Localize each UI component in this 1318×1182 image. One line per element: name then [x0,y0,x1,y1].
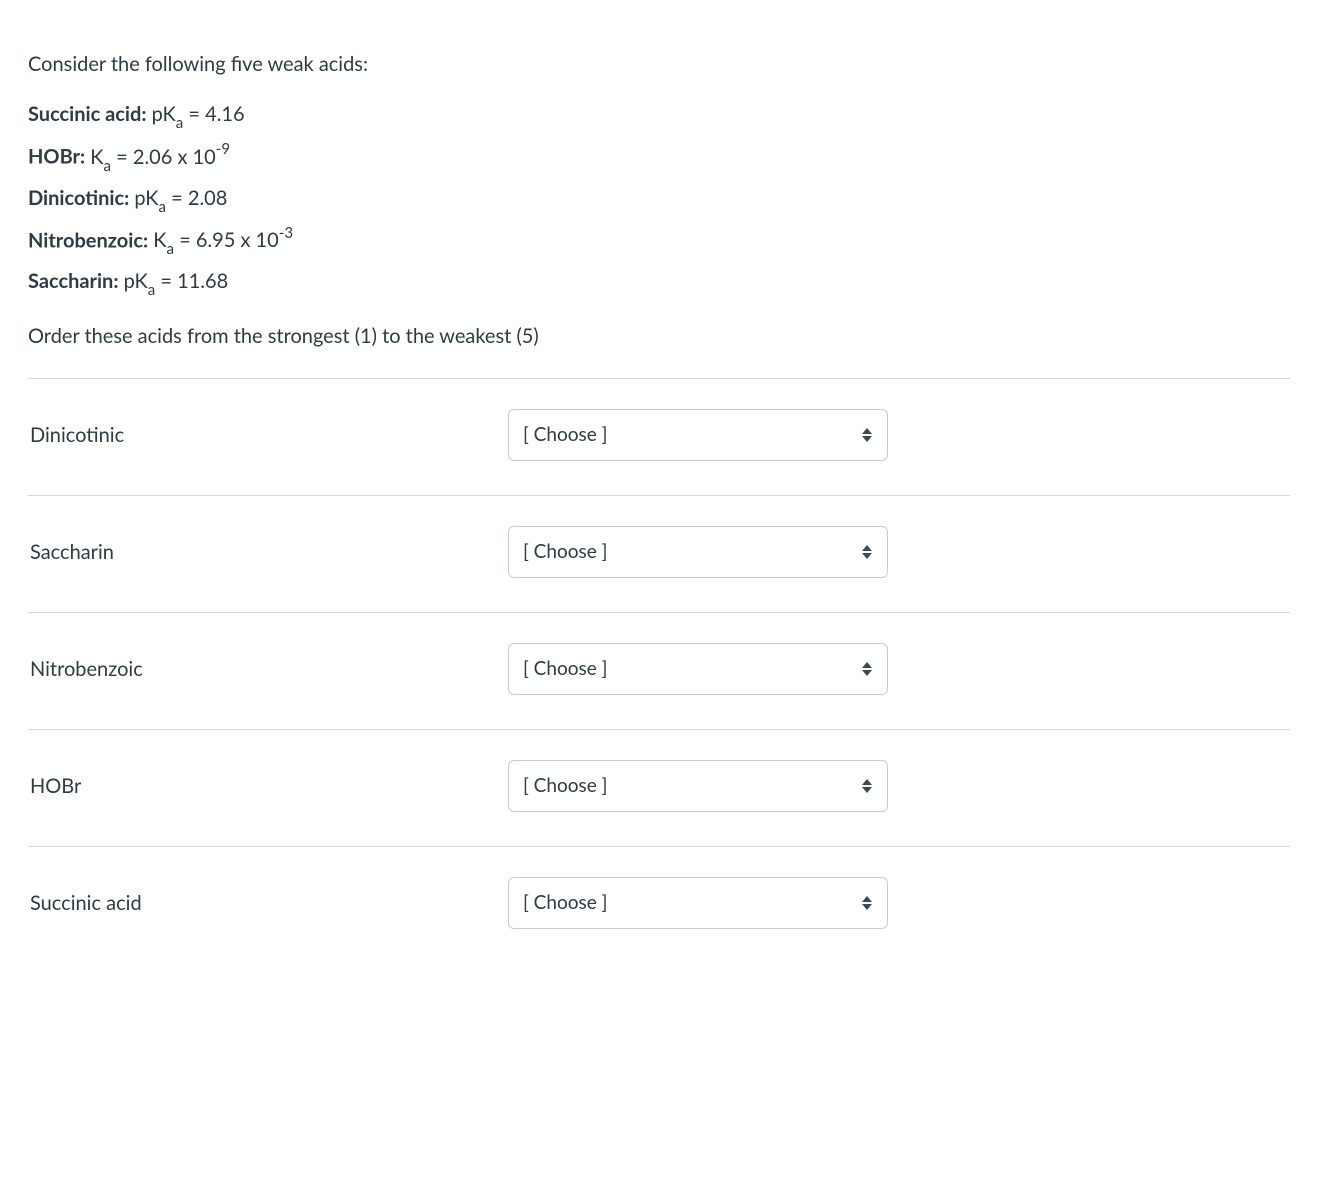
select-placeholder: [ Choose ] [523,888,607,918]
acid-item: Dinicotinic: pKa = 2.08 [28,182,1290,217]
acid-param: pKa = 2.08 [134,186,227,210]
select-placeholder: [ Choose ] [523,771,607,801]
match-row: Nitrobenzoic [ Choose ] [28,612,1290,729]
sort-icon [861,777,873,795]
select-placeholder: [ Choose ] [523,420,607,450]
acid-name: HOBr: [28,145,85,169]
match-label: Succinic acid [28,887,508,919]
sort-icon [861,543,873,561]
matching-area: Dinicotinic [ Choose ] Saccharin [ Choos… [28,378,1290,963]
match-row: Saccharin [ Choose ] [28,495,1290,612]
choose-dropdown[interactable]: [ Choose ] [508,760,888,812]
instruction-text: Order these acids from the strongest (1)… [28,320,1290,352]
acid-param: pKa = 4.16 [152,102,245,126]
choose-dropdown[interactable]: [ Choose ] [508,877,888,929]
match-label: Saccharin [28,536,508,568]
match-row: Dinicotinic [ Choose ] [28,378,1290,495]
choose-dropdown[interactable]: [ Choose ] [508,526,888,578]
acid-param: pKa = 11.68 [124,269,229,293]
choose-dropdown[interactable]: [ Choose ] [508,409,888,461]
select-placeholder: [ Choose ] [523,537,607,567]
sort-icon [861,660,873,678]
acid-item: HOBr: Ka = 2.06 x 10-9 [28,139,1290,176]
match-row: Succinic acid [ Choose ] [28,846,1290,963]
match-label: Dinicotinic [28,419,508,451]
acid-name: Succinic acid: [28,102,146,126]
match-row: HOBr [ Choose ] [28,729,1290,846]
choose-dropdown[interactable]: [ Choose ] [508,643,888,695]
match-label: HOBr [28,770,508,802]
acid-name: Saccharin: [28,269,119,293]
acid-item: Succinic acid: pKa = 4.16 [28,98,1290,133]
sort-icon [861,426,873,444]
match-label: Nitrobenzoic [28,653,508,685]
acid-item: Nitrobenzoic: Ka = 6.95 x 10-3 [28,223,1290,260]
select-placeholder: [ Choose ] [523,654,607,684]
acid-item: Saccharin: pKa = 11.68 [28,265,1290,300]
sort-icon [861,894,873,912]
acid-param: Ka = 6.95 x 10-3 [153,228,293,252]
acid-list: Succinic acid: pKa = 4.16 HOBr: Ka = 2.0… [28,98,1290,300]
acid-name: Dinicotinic: [28,186,129,210]
acid-name: Nitrobenzoic: [28,228,148,252]
question-intro: Consider the following five weak acids: [28,48,1290,80]
acid-param: Ka = 2.06 x 10-9 [90,145,230,169]
